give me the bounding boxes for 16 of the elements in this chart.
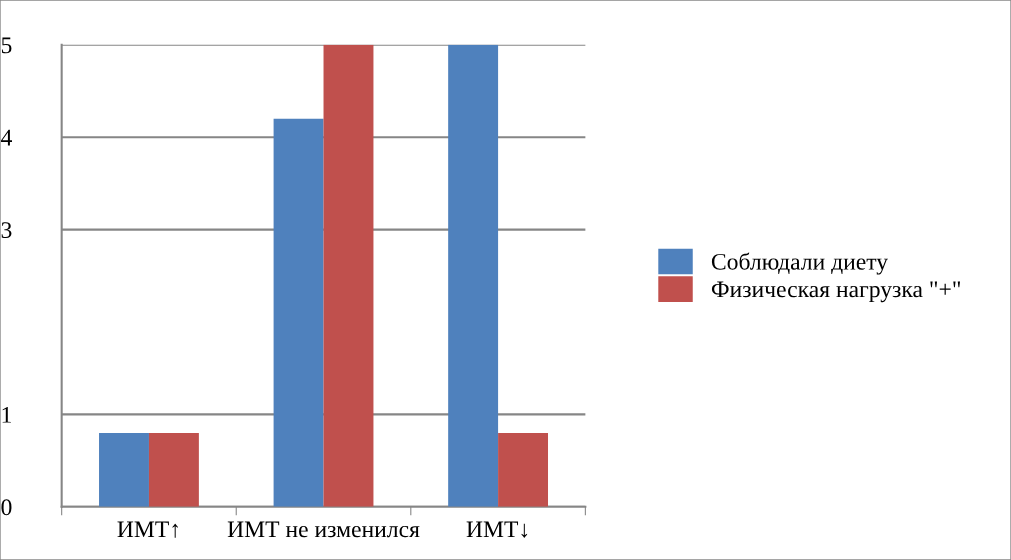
bar <box>99 432 149 507</box>
bar <box>323 44 374 507</box>
y-tick-label: 0 <box>1 499 12 516</box>
y-tick-label: 3 <box>1 222 12 239</box>
bar <box>273 118 324 507</box>
x-tick-label: ИМТ не изменился <box>227 521 420 538</box>
x-tick-label: ИМТ↓ <box>466 521 528 538</box>
y-tick-label: 4 <box>1 129 12 146</box>
bar <box>498 432 549 507</box>
bar <box>148 432 199 507</box>
legend-label: Физическая нагрузка "+" <box>711 281 961 303</box>
y-tick-label: 1 <box>2 407 11 423</box>
bar <box>448 44 499 507</box>
x-tick-label: ИМТ↑ <box>117 521 178 538</box>
y-tick-label: 5 <box>1 37 12 54</box>
legend-label: Соблюдали диету <box>711 252 888 275</box>
